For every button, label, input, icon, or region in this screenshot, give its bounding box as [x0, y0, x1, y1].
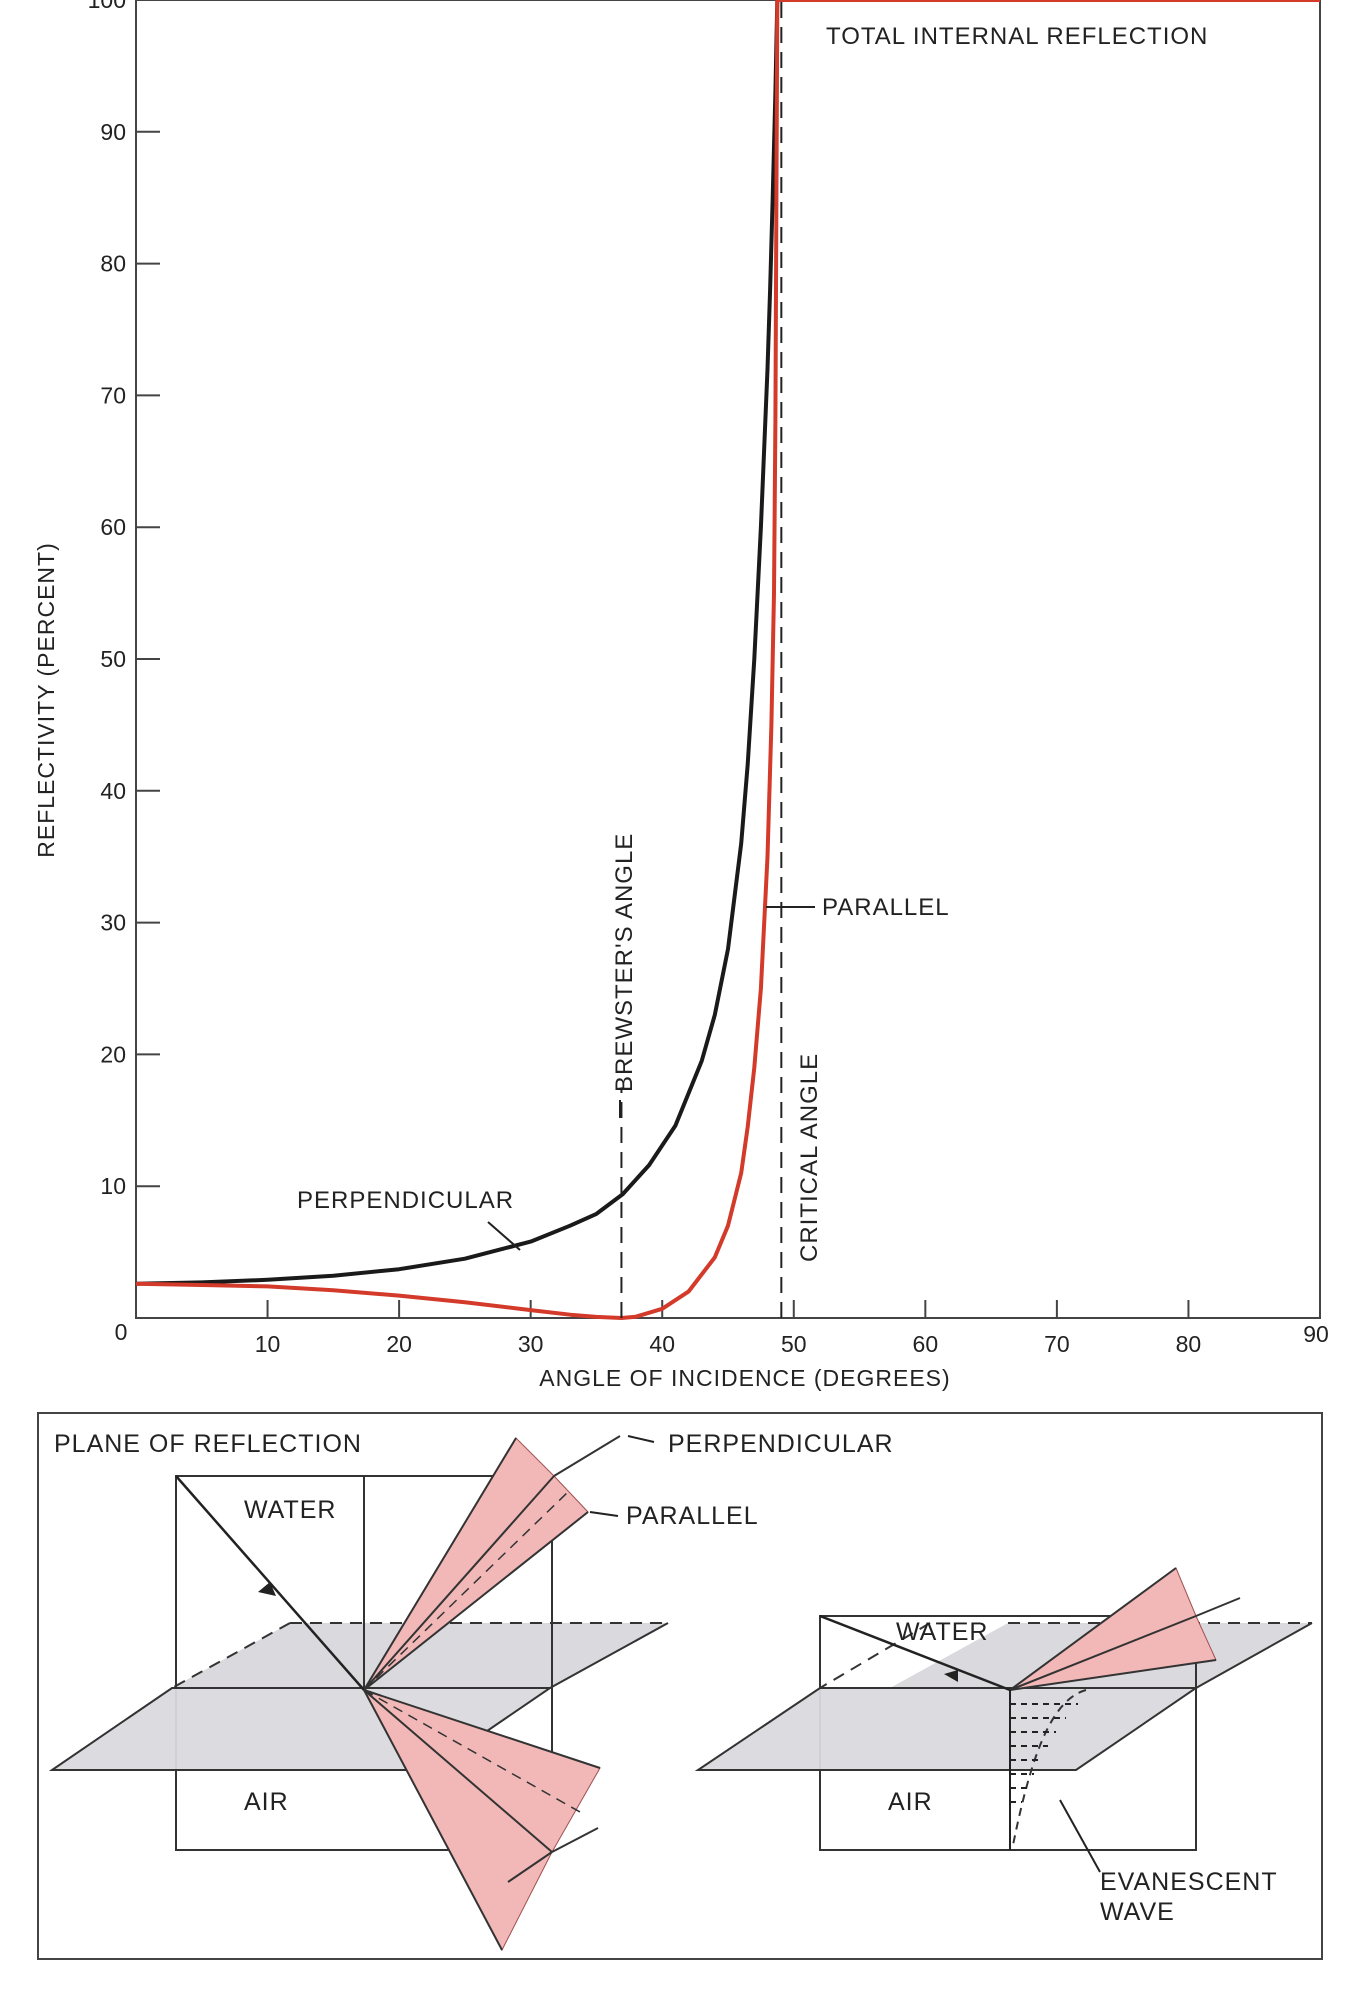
y-tick-label: 30	[100, 910, 126, 936]
right-reflected-ray-2	[1009, 1567, 1177, 1691]
y-tick-label: 100	[88, 0, 126, 13]
evanescent-label-line2: WAVE	[1100, 1898, 1175, 1926]
total-internal-reflection-label: TOTAL INTERNAL REFLECTION	[826, 23, 1208, 50]
left-water-label: WATER	[244, 1496, 337, 1524]
y-tick-label: 60	[100, 514, 126, 540]
x-tick-label: 60	[913, 1331, 939, 1357]
diagram-parallel-label: PARALLEL	[626, 1502, 759, 1530]
left-par-leader	[589, 1511, 619, 1517]
evanescent-leader	[1059, 1799, 1101, 1873]
x-tick-label: 90	[1303, 1321, 1329, 1347]
left-reflected-ray-2	[363, 1437, 517, 1691]
left-incident-arrowhead	[258, 1582, 276, 1596]
x-tick-label: 10	[255, 1331, 281, 1357]
y-tick-label: 50	[100, 646, 126, 672]
left-back-plane-slant	[171, 1622, 291, 1689]
y-tick-label: 70	[100, 382, 126, 408]
left-refracted-ray-2	[363, 1689, 601, 1769]
left-refracted-ray-3	[363, 1689, 503, 1951]
perpendicular-curve-label: PERPENDICULAR	[297, 1187, 514, 1214]
right-incident-arrowhead	[944, 1670, 958, 1682]
right-reflected-ray-1	[1009, 1615, 1197, 1691]
perpendicular-leader	[487, 1221, 521, 1251]
x-tick-label: 0	[115, 1319, 128, 1345]
plane-of-reflection-title: PLANE OF REFLECTION	[54, 1430, 362, 1458]
right-diagram: WATER AIR EVANESCENT WAVE	[694, 1567, 1313, 1926]
y-tick-label: 20	[100, 1041, 126, 1067]
parallel-series-line	[135, 0, 1320, 1320]
right-water-label: WATER	[896, 1618, 989, 1646]
right-air-label: AIR	[888, 1788, 933, 1816]
right-plane-front-right	[1195, 1622, 1313, 1689]
right-reflected-arrow	[1195, 1597, 1241, 1617]
reflectivity-chart: 0 10 20 30 40 50 60 70 80 90 10 20 30 40 50 60 70 80 90 100…	[33, 0, 1329, 1391]
chart-ticks: 0 10 20 30 40 50 60 70 80 90 10 20 30 40 50 60 70 80 90 100	[88, 0, 1329, 1357]
left-refracted-ray-1	[363, 1689, 553, 1853]
right-evanescent-arrows	[1010, 1703, 1078, 1803]
left-reflected-ray-1	[363, 1475, 555, 1691]
left-air-label: AIR	[244, 1788, 289, 1816]
left-refracted-cross-2	[507, 1851, 553, 1883]
evanescent-label-line1: EVANESCENT	[1100, 1868, 1278, 1896]
brewsters-angle-label: BREWSTER'S ANGLE	[611, 833, 638, 1092]
chart-series	[135, 0, 1320, 1320]
x-tick-label: 70	[1044, 1331, 1070, 1357]
right-back-plane-slant	[819, 1622, 931, 1689]
y-tick-label: 80	[100, 251, 126, 277]
perpendicular-series-line	[135, 0, 1320, 1286]
left-back-plane	[172, 1623, 668, 1688]
y-tick-label: 10	[100, 1173, 126, 1199]
right-interface-plane	[694, 1687, 1200, 1771]
parallel-curve-label: PARALLEL	[822, 894, 950, 921]
x-axis-title: ANGLE OF INCIDENCE (DEGREES)	[539, 1365, 950, 1391]
left-perp-leader	[627, 1435, 655, 1443]
x-tick-label: 50	[781, 1331, 807, 1357]
y-axis-title: REFLECTIVITY (PERCENT)	[33, 542, 59, 858]
y-tick-label: 40	[100, 778, 126, 804]
left-diagram: WATER AIR	[48, 1435, 669, 1952]
right-incident-ray	[819, 1614, 1011, 1692]
critical-angle-label: CRITICAL ANGLE	[796, 1053, 823, 1262]
left-refracted-cross	[551, 1827, 599, 1853]
left-reflected-dash	[363, 1489, 571, 1691]
x-tick-label: 40	[649, 1331, 675, 1357]
diagram-perpendicular-label: PERPENDICULAR	[668, 1430, 894, 1458]
right-reflected-ray-3	[1009, 1659, 1217, 1691]
left-perp-arrow	[553, 1435, 621, 1477]
y-tick-label: 90	[100, 119, 126, 145]
x-tick-label: 80	[1176, 1331, 1202, 1357]
x-tick-label: 30	[518, 1331, 544, 1357]
left-refracted-dash	[363, 1689, 581, 1813]
left-reflected-ray-3	[363, 1511, 589, 1691]
x-tick-label: 20	[386, 1331, 412, 1357]
left-plane-front-right	[549, 1622, 669, 1689]
diagram-frame	[37, 1412, 1323, 1960]
